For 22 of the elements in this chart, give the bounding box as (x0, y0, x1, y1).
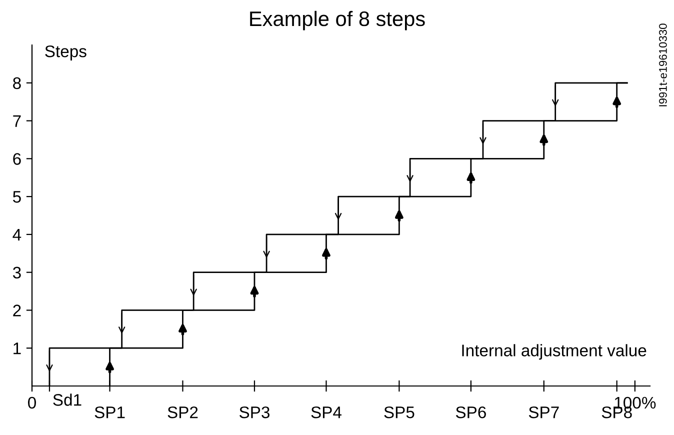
text: SP6 (456, 406, 486, 418)
text: SP7 (528, 406, 559, 418)
y-tick-label: 7 (13, 115, 21, 127)
x-tick-label: 0 (28, 396, 36, 409)
y-tick-label: 4 (12, 229, 22, 240)
text: SP3 (239, 406, 270, 418)
y-tick-label: 5 (12, 191, 21, 203)
text: I991t-e19610330 (659, 24, 667, 106)
text: SP5 (384, 406, 414, 418)
x-axis-title: Internal adjustment value (462, 344, 646, 360)
y-tick-label: 6 (13, 153, 21, 165)
x-tick-label: 100% (614, 396, 656, 409)
y-axis-title: Steps (45, 45, 86, 61)
text: Sd1 (53, 394, 82, 406)
y-tick-label: 3 (12, 266, 21, 279)
y-tick-label: 2 (13, 304, 21, 316)
text: SP2 (168, 406, 198, 418)
chart-title: Example of 8 steps (250, 10, 425, 30)
y-tick-label: 8 (13, 77, 21, 90)
y-tick-label: 1 (14, 342, 21, 354)
text: SP4 (311, 406, 342, 418)
text: SP1 (94, 406, 125, 418)
